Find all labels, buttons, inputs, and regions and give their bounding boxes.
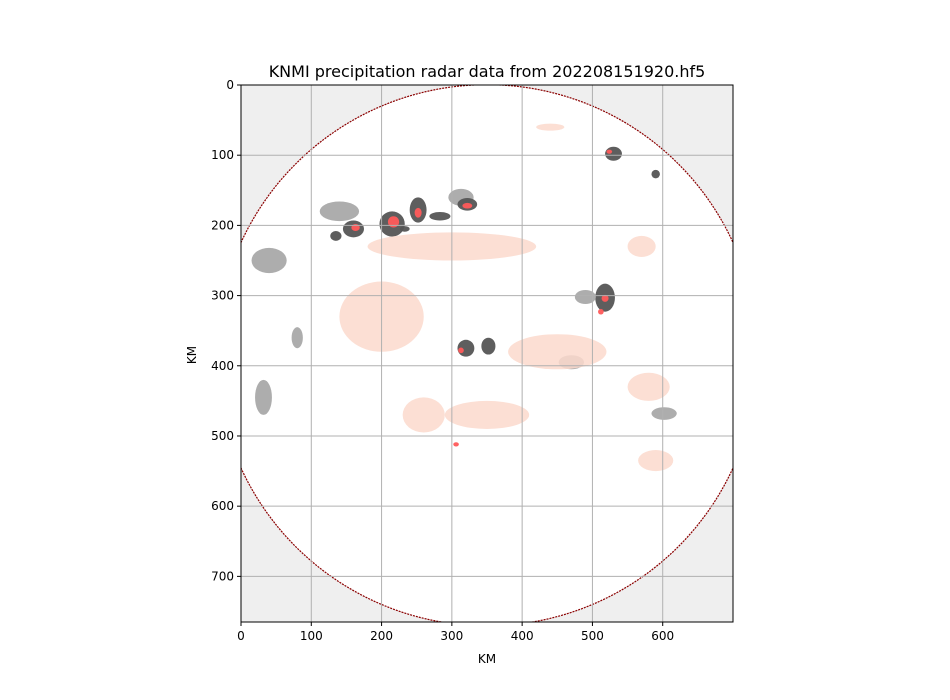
precip-cell-light (638, 450, 674, 472)
precip-cell-light (627, 372, 670, 401)
y-tick-label: 400 (211, 359, 234, 373)
y-tick-label: 700 (211, 569, 234, 583)
precipitation-layer (251, 108, 677, 472)
y-tick-label: 200 (211, 218, 234, 232)
precip-cell-extreme (453, 442, 459, 447)
y-axis: 0 100 200 300 400 500 600 700 (211, 78, 241, 583)
precip-cell-extreme (462, 202, 473, 209)
x-tick-label: 500 (581, 629, 604, 643)
axes-frame (240, 84, 734, 623)
precip-cell-light (402, 397, 445, 433)
y-tick-label: 600 (211, 499, 234, 513)
y-tick-label: 0 (226, 78, 234, 92)
x-tick-label: 0 (237, 629, 245, 643)
precip-cell-moderate (319, 201, 360, 222)
precip-cell-light (444, 400, 530, 429)
precip-cell-extreme (458, 347, 464, 354)
precip-cell-heavy (330, 231, 342, 241)
y-tick-label: 300 (211, 289, 234, 303)
chart-title: KNMI precipitation radar data from 20220… (269, 62, 706, 81)
precip-cell-extreme (598, 308, 604, 315)
precip-cell-moderate (251, 247, 287, 274)
precip-cell-moderate (651, 407, 677, 420)
precip-cell-heavy (429, 212, 451, 221)
precip-cell-extreme (414, 207, 422, 218)
precip-cell-moderate (255, 379, 272, 415)
precip-cell-light (508, 334, 607, 370)
x-tick-label: 400 (511, 629, 534, 643)
y-tick-label: 500 (211, 429, 234, 443)
precip-cell-heavy (481, 337, 496, 355)
x-tick-label: 600 (651, 629, 674, 643)
precip-cell-heavy (651, 169, 660, 179)
x-tick-label: 300 (440, 629, 463, 643)
x-tick-label: 200 (370, 629, 393, 643)
x-axis-label: KM (478, 652, 496, 666)
y-axis-label: KM (185, 346, 199, 364)
precip-cell-moderate (291, 327, 303, 349)
radar-coverage-disc (241, 85, 733, 622)
x-axis: 0 100 200 300 400 500 600 (237, 622, 674, 643)
precip-cell-light (536, 123, 565, 131)
precip-cell-heavy (605, 146, 622, 161)
plot-area (241, 85, 733, 622)
precip-cell-heavy (399, 226, 410, 232)
precip-cell-extreme (387, 216, 400, 228)
precip-cell-extreme (606, 149, 613, 154)
precip-cell-extreme (601, 294, 609, 302)
grid (241, 85, 733, 622)
precip-cell-moderate (574, 289, 596, 305)
x-tick-label: 100 (300, 629, 323, 643)
y-tick-label: 100 (211, 148, 234, 162)
precip-cell-light (627, 235, 656, 257)
